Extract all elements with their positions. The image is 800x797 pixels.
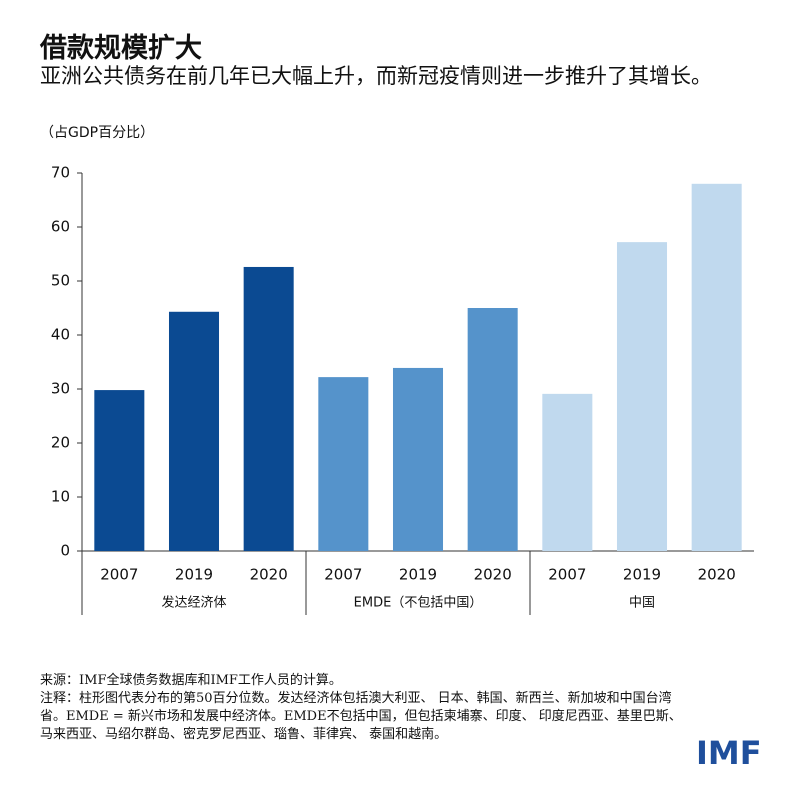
- group-label: EMDE（不包括中国）: [354, 596, 483, 611]
- bar: [94, 390, 145, 551]
- logo: IMF: [696, 734, 762, 772]
- bar: [616, 242, 668, 551]
- x-tick-label: 2007: [100, 566, 138, 584]
- bar: [467, 308, 518, 551]
- y-tick-label: 20: [51, 434, 70, 452]
- chart-title: 借款规模扩大: [40, 33, 202, 64]
- x-tick-label: 2020: [698, 566, 736, 584]
- y-tick-label: 10: [51, 488, 70, 506]
- x-tick-label: 2020: [474, 566, 512, 584]
- group-label: 发达经济体: [161, 595, 226, 611]
- chart: 0 10 20 30 40 50 60 70 发达经济体 2007 2019 2020 EMDE（不包括…: [51, 164, 754, 615]
- x-tick-label: 2019: [399, 566, 437, 584]
- bar: [168, 311, 220, 551]
- note: 注释：柱形图代表分布的第50百分位数。发达经济体包括澳大利亚、 日本、韩国、新西…: [40, 691, 682, 742]
- source: 来源：IMF全球债务数据库和IMF工作人员的计算。: [40, 673, 342, 688]
- bar: [542, 393, 593, 551]
- x-tick-label: 2019: [623, 566, 661, 584]
- y-tick-label: 30: [51, 380, 70, 398]
- x-tick-label: 2020: [250, 566, 288, 584]
- bar: [392, 367, 444, 551]
- y-tick-label: 40: [51, 326, 70, 344]
- bar: [318, 377, 369, 551]
- bar: [691, 183, 742, 552]
- notes: 来源：IMF全球债务数据库和IMF工作人员的计算。 注释：柱形图代表分布的第50…: [40, 672, 690, 744]
- x-tick-label: 2007: [324, 566, 362, 584]
- unit-label: （占GDP百分比）: [40, 125, 155, 141]
- group-label: 中国: [629, 596, 655, 611]
- x-tick-label: 2007: [548, 566, 586, 584]
- y-tick-label: 60: [51, 218, 70, 236]
- y-tick-label: 0: [60, 542, 70, 560]
- chart-subtitle: 亚洲公共债务在前几年已大幅上升，而新冠疫情则进一步推升了其增长。: [40, 64, 712, 88]
- x-tick-label: 2019: [175, 566, 213, 584]
- y-tick-label: 50: [51, 272, 70, 290]
- bar: [243, 266, 294, 551]
- y-tick-label: 70: [51, 164, 70, 182]
